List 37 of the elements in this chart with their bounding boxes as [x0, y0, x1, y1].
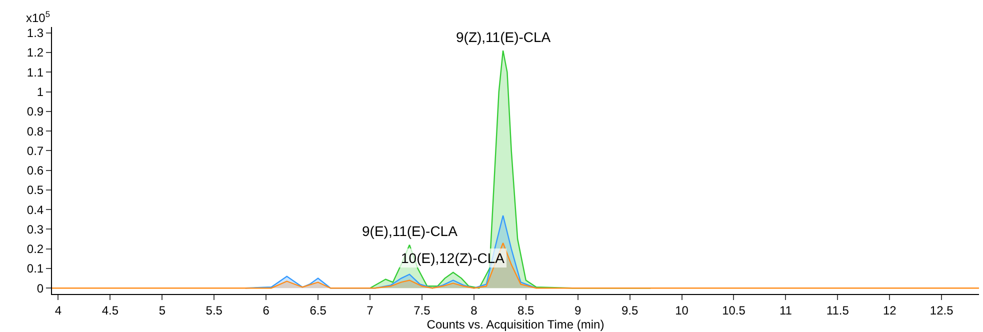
x-tick-label: 12.5 — [930, 303, 954, 318]
x-tick-label: 5.5 — [206, 303, 223, 318]
y-tick-label: 0.6 — [26, 164, 44, 178]
y-tick-label: 0.5 — [26, 183, 44, 198]
x-tick-label: 4.5 — [102, 303, 119, 318]
y-tick-label: 1.3 — [26, 26, 44, 40]
x-tick-label: 12 — [882, 303, 897, 318]
y-tick-label: 0.7 — [26, 144, 44, 158]
y-tick-label: 1.2 — [26, 46, 44, 60]
annotation: 9(E),11(E)-CLA — [362, 223, 458, 239]
annotation: 9(Z),11(E)-CLA — [456, 29, 552, 45]
x-tick-label: 5 — [158, 303, 166, 318]
y-tick-label: 0.2 — [26, 242, 44, 256]
y-tick-label: 0.9 — [26, 104, 44, 119]
x-tick-label: 6 — [262, 303, 270, 318]
y-tick-label: 0.3 — [26, 222, 44, 236]
y-tick-label: 1 — [36, 84, 44, 99]
y-tick-label: 0.1 — [26, 262, 44, 276]
x-tick-label: 6.5 — [310, 303, 327, 318]
x-tick-label: 8 — [470, 303, 478, 318]
annotation: 10(E),12(Z)-CLA — [401, 250, 506, 266]
x-tick-label: 8.5 — [518, 303, 535, 318]
x-tick-label: 9 — [574, 303, 582, 318]
x-tick-label: 10.5 — [722, 303, 746, 318]
y-tick-label: 0 — [36, 281, 44, 296]
x-tick-label: 11.5 — [826, 303, 850, 318]
x-tick-label: 10 — [675, 303, 689, 318]
x-tick-label: 9.5 — [621, 303, 638, 318]
y-tick-label: 0.8 — [26, 124, 44, 138]
x-tick-label: 11 — [779, 303, 792, 318]
y-tick-label: 0.4 — [26, 202, 44, 217]
x-tick-label: 4 — [54, 303, 62, 318]
x-axis-title: Counts vs. Acquisition Time (min) — [426, 317, 604, 332]
y-axis-title: x10$^{5}$ — [26, 9, 50, 26]
y-tick-label: 1.1 — [26, 65, 44, 80]
x-tick-label: 7.5 — [414, 303, 431, 318]
x-tick-label: 7 — [366, 303, 374, 318]
